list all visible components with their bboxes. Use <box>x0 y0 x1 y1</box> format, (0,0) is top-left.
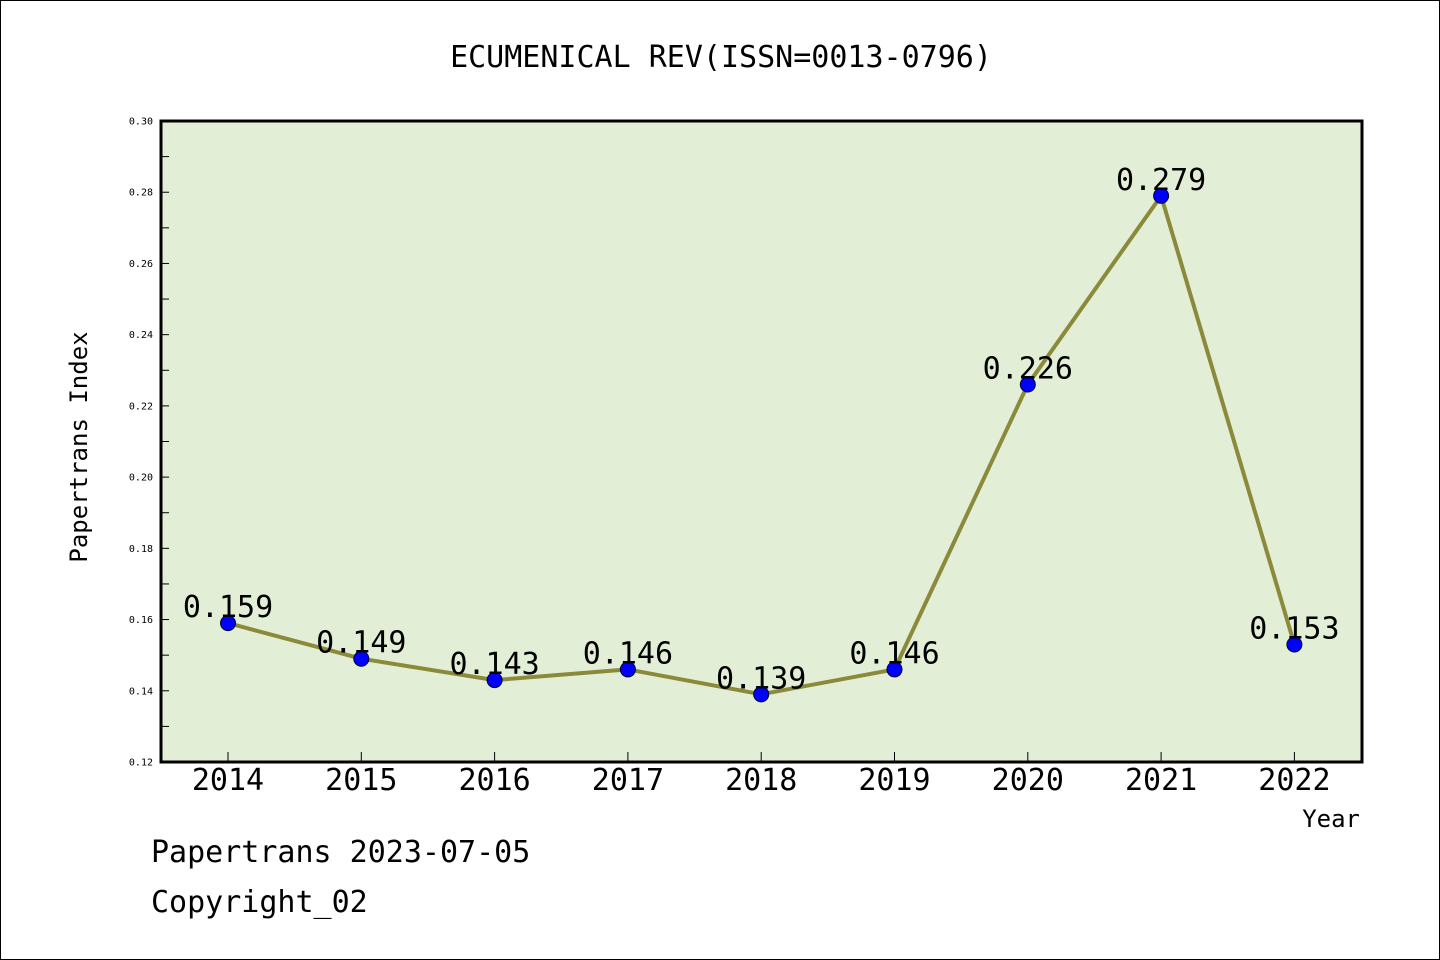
x-tick-label: 2014 <box>192 763 264 798</box>
x-tick-label: 2021 <box>1125 763 1197 798</box>
data-label: 0.153 <box>1249 611 1339 646</box>
data-point <box>353 650 370 667</box>
chart-title: ECUMENICAL REV(ISSN=0013-0796) <box>450 40 992 75</box>
data-label: 0.226 <box>983 352 1073 387</box>
x-tick-label: 2015 <box>325 763 397 798</box>
data-series: 0.159 0.149 0.143 0.146 0.139 0.146 0.226 0.279… <box>183 163 1340 703</box>
data-point <box>619 661 636 678</box>
y-tick-label: 0.18 <box>129 544 153 555</box>
y-axis-ticks: 0.12 0.14 0.16 0.18 0.20 0.22 0.24 0.26 0.28 0.30 <box>129 117 169 769</box>
data-point <box>753 686 770 703</box>
x-tick-label: 2022 <box>1258 763 1330 798</box>
data-label: 0.146 <box>583 636 673 671</box>
x-tick-label: 2016 <box>458 763 530 798</box>
data-label: 0.146 <box>849 636 939 671</box>
data-point <box>486 672 503 689</box>
footer-copyright: Copyright_02 <box>151 885 368 920</box>
data-point <box>1019 376 1036 393</box>
data-label: 0.139 <box>716 661 806 696</box>
data-point <box>1286 636 1303 653</box>
y-tick-label: 0.22 <box>129 401 153 412</box>
y-tick-label: 0.20 <box>129 473 153 484</box>
x-axis-ticks: 2014 2015 2016 2017 2018 2019 2020 2021 2022 <box>192 752 1331 798</box>
y-axis-title: Papertrans Index <box>65 331 93 562</box>
y-tick-label: 0.26 <box>129 259 153 270</box>
data-label: 0.143 <box>449 647 539 682</box>
x-tick-label: 2019 <box>858 763 930 798</box>
data-label: 0.279 <box>1116 163 1206 198</box>
data-point <box>1153 187 1170 204</box>
x-tick-label: 2018 <box>725 763 797 798</box>
y-tick-label: 0.12 <box>129 758 153 769</box>
data-point <box>886 661 903 678</box>
y-tick-label: 0.24 <box>129 330 153 341</box>
footer-date: Papertrans 2023-07-05 <box>151 835 531 870</box>
data-point <box>220 615 236 632</box>
y-tick-label: 0.14 <box>129 686 153 697</box>
data-label: 0.159 <box>183 590 273 625</box>
x-axis-title: Year <box>1302 805 1360 833</box>
data-label: 0.149 <box>316 626 406 661</box>
x-tick-label: 2017 <box>592 763 664 798</box>
x-tick-label: 2020 <box>992 763 1064 798</box>
y-tick-label: 0.16 <box>129 615 153 626</box>
y-tick-label: 0.28 <box>129 188 153 199</box>
y-tick-label: 0.30 <box>129 117 153 128</box>
